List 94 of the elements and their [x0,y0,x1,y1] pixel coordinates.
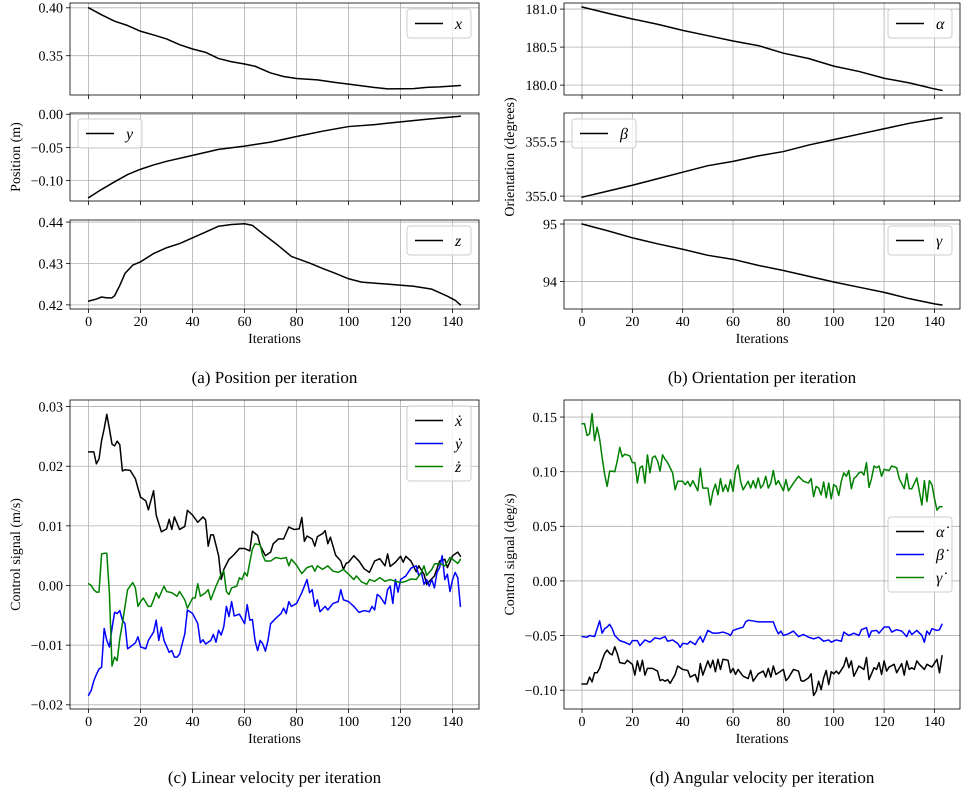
y-tick-label: 0.15 [532,410,557,426]
line-series [581,223,943,306]
y-tick-label: 0.43 [38,257,63,272]
x-tick-label: 40 [676,315,690,330]
line-series [88,7,462,90]
x-tick-label: 140 [442,715,464,730]
x-tick-label: 120 [874,315,895,330]
line-series [581,117,943,198]
line-series [581,6,943,92]
y-axis-title: Position (m) [9,122,24,192]
y-axis-title: Control signal (deg/s) [503,493,518,616]
y-tick-label: 0.00 [532,574,557,590]
text: (c) Linear velocity per iteration [168,768,382,787]
y-tick-label: 181.0 [526,2,557,18]
x-axis-title: Iterations [248,332,301,347]
y-tick-label: 0.10 [532,466,557,481]
x-tick-label: 100 [338,715,360,730]
y-tick-label: 180.0 [526,79,557,94]
text: (a) Position per iteration [192,368,358,387]
x-tick-label: 60 [238,315,252,330]
line-series [88,543,462,667]
legend-label: β̇ [935,547,949,564]
x-tick-label: 40 [676,715,690,730]
legend-label: β [619,126,628,144]
legend-label: y [124,126,134,144]
x-tick-label: 40 [186,315,200,330]
x-tick-label: 140 [924,315,945,330]
y-tick-label: −0.01 [30,639,63,654]
legend-label: z [454,233,462,250]
text: (b) Orientation per iteration [668,368,857,387]
y-tick-label: −0.02 [30,698,63,714]
x-axis-title: Iterations [736,732,788,747]
x-axis-title: Iterations [736,332,788,347]
x-tick-label: 0 [85,715,92,730]
x-tick-label: 60 [726,315,740,330]
legend-label: α̇ [936,524,950,542]
legend-label: α [936,16,945,34]
line-series [88,554,462,696]
y-axis-title: Control signal (m/s) [9,498,24,611]
line-series [88,222,462,306]
line-series [581,412,943,511]
legend-label: ẋ [454,413,463,430]
y-tick-label: 0.40 [38,2,63,17]
y-tick-label: −0.05 [524,629,557,644]
x-tick-label: 60 [238,715,252,730]
x-tick-label: 0 [85,315,92,330]
x-tick-label: 40 [186,715,200,730]
y-tick-label: −0.05 [30,141,63,156]
x-tick-label: 100 [823,315,844,330]
x-tick-label: 120 [874,715,895,730]
text: (d) Angular velocity per iteration [650,768,875,787]
x-tick-label: 120 [390,715,412,730]
y-tick-label: 0.44 [38,216,63,231]
legend-label: γ [936,233,943,250]
legend-label: x [454,16,462,34]
x-tick-label: 140 [924,715,945,730]
x-tick-label: 20 [134,315,148,330]
y-tick-label: 95 [543,218,557,233]
legend-label: γ̇ [936,570,948,588]
y-tick-label: 355.5 [526,136,557,151]
x-tick-label: 100 [823,715,844,730]
x-tick-label: 20 [625,315,640,330]
y-tick-label: 0.01 [38,520,63,535]
x-tick-label: 20 [134,715,148,730]
y-axis-title: Orientation (degrees) [503,97,518,217]
x-tick-label: 80 [290,715,304,730]
y-tick-label: 0.00 [38,108,63,124]
x-tick-label: 100 [338,315,360,330]
x-tick-label: 80 [776,315,790,330]
y-tick-label: 94 [543,275,557,290]
y-tick-label: −0.10 [524,684,557,700]
y-tick-label: 0.02 [38,460,63,476]
line-series [581,646,943,696]
line-series [581,620,943,648]
y-tick-label: 0.00 [38,579,63,594]
x-tick-label: 0 [578,315,586,330]
y-tick-label: 0.35 [38,50,63,65]
y-tick-label: 0.42 [38,298,63,314]
x-tick-label: 20 [625,715,640,730]
y-tick-label: −0.10 [30,174,63,190]
x-tick-label: 120 [390,315,412,330]
x-tick-label: 60 [726,715,740,730]
x-tick-label: 140 [442,315,464,330]
y-tick-label: 180.5 [526,41,557,56]
y-tick-label: 0.05 [532,520,557,536]
x-tick-label: 80 [776,715,790,730]
y-tick-label: 0.03 [38,400,63,416]
x-tick-label: 0 [578,715,586,730]
legend-label: ż [454,459,462,476]
x-axis-title: Iterations [248,732,301,747]
y-tick-label: 355.0 [526,190,557,206]
legend-label: ẏ [453,436,463,454]
line-series [88,414,462,586]
x-tick-label: 80 [290,315,304,330]
